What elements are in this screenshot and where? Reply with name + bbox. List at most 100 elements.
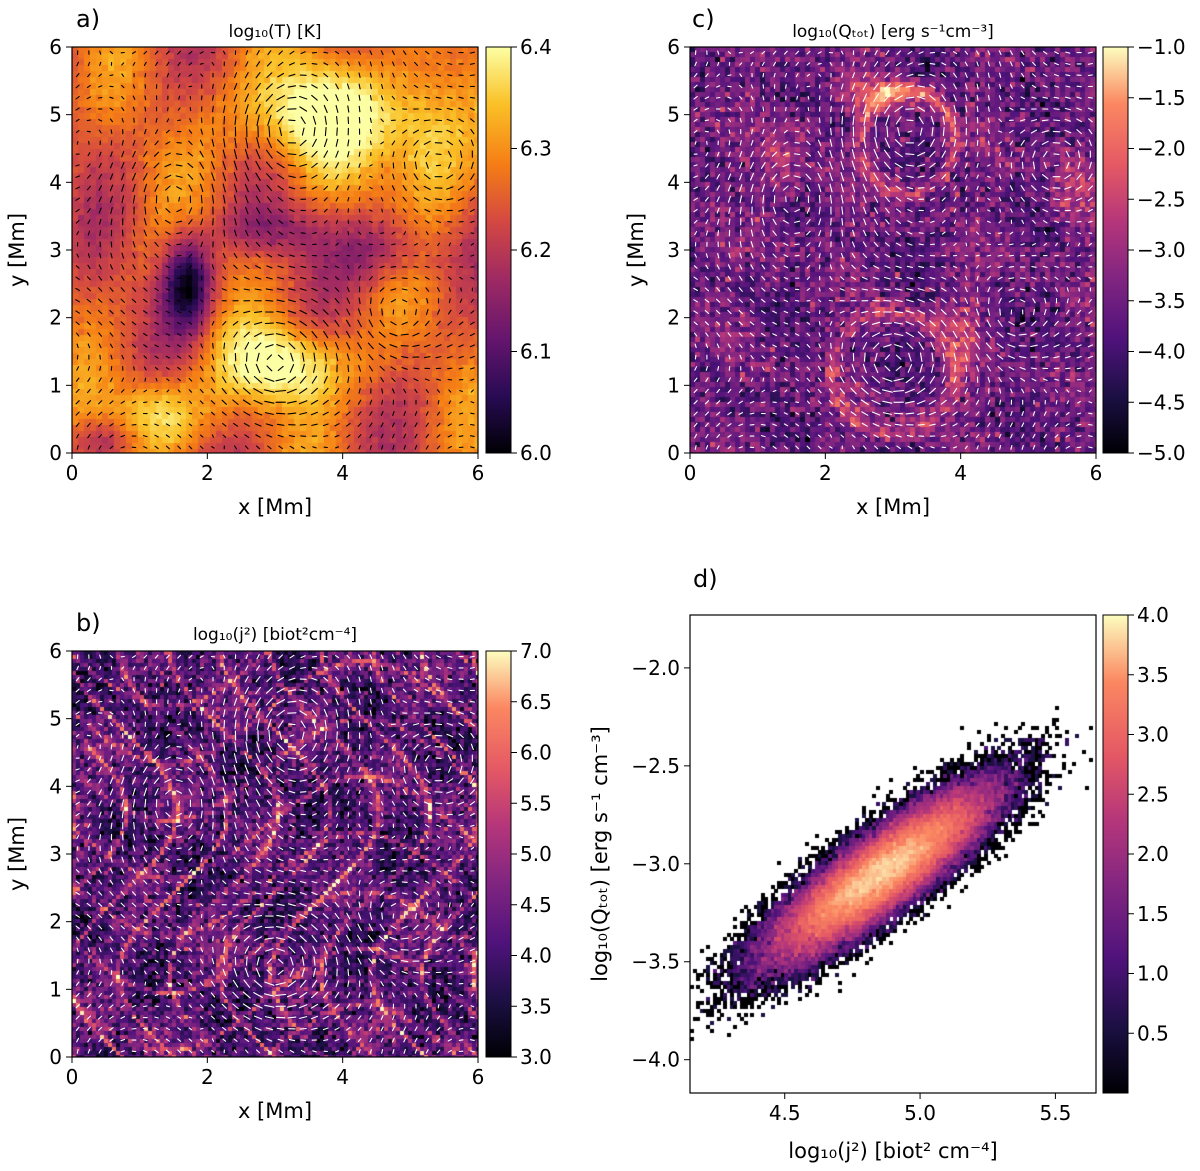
panel-a-arrow <box>263 389 275 393</box>
panel-a-arrow <box>380 377 384 383</box>
panel-a-arrow <box>188 184 193 192</box>
panel-a-arrow <box>176 344 182 348</box>
panel-c-arrow <box>873 184 879 192</box>
panel-b-arrow <box>311 902 318 907</box>
panel-b-arrow <box>381 912 383 920</box>
panel-c-arrow <box>716 275 721 281</box>
panel-b-arrow <box>300 666 307 669</box>
panel-b-arrow <box>380 901 384 908</box>
panel-a-arrow <box>436 434 441 438</box>
panel-c-arrow <box>840 83 844 90</box>
panel-a-arrow <box>165 310 171 314</box>
panel-a-arrow <box>288 175 296 178</box>
panel-c-arrow <box>953 173 957 180</box>
panel-a-arrow <box>370 297 372 305</box>
panel-a-arrow <box>75 276 80 280</box>
panel-b-arrow <box>120 947 125 953</box>
panel-a-arrow <box>414 422 418 428</box>
panel-a-arrow <box>264 377 275 382</box>
panel-c-arrow <box>806 62 811 66</box>
panel-c-arrow <box>1054 265 1059 268</box>
panel-b-arrow <box>221 914 227 918</box>
panel-c-arrow <box>1087 197 1094 202</box>
panel-b-arrow <box>368 869 374 873</box>
panel-b-arrow <box>189 710 192 716</box>
panel-b-arrow <box>390 881 397 884</box>
panel-c-arrow <box>1087 62 1093 65</box>
panel-c-arrow <box>919 363 923 374</box>
panel-a-arrow <box>368 319 374 328</box>
panel-b-arrow <box>357 923 362 932</box>
panel-c-arrow <box>1065 321 1071 326</box>
panel-a-arrow <box>469 367 475 370</box>
panel-b-arrow <box>121 677 125 681</box>
panel-a-arrow <box>98 275 103 281</box>
panel-a-arrow <box>279 127 283 137</box>
panel-c-arrow <box>1033 308 1035 316</box>
panel-a-arrow <box>448 287 451 292</box>
panel-b-arrow <box>133 732 135 739</box>
panel-a-arrow <box>446 198 454 201</box>
panel-b-arrow <box>176 937 182 940</box>
panel-c-arrow <box>976 208 979 213</box>
panel-b-arrow <box>177 970 182 975</box>
panel-c-arrow <box>862 253 868 259</box>
panel-b-arrow <box>381 755 384 761</box>
panel-b-arrow <box>109 766 114 773</box>
panel-c-arrow <box>906 175 914 178</box>
panel-c-arrow <box>941 208 946 213</box>
panel-a-arrow <box>211 194 215 204</box>
panel-c-arrow <box>929 375 936 384</box>
panel-b-arrow <box>75 790 80 794</box>
panel-c-arrow <box>862 195 867 204</box>
panel-a-arrow <box>424 151 430 158</box>
panel-b-arrow <box>277 958 284 964</box>
panel-c-arrow <box>1065 434 1071 438</box>
panel-b-arrow <box>334 1003 340 1009</box>
panel-c-arrow <box>986 365 991 372</box>
panel-b-arrow <box>188 1004 192 1008</box>
panel-c-arrow <box>964 434 969 438</box>
panel-c-arrow <box>693 130 698 134</box>
panel-c-arrow <box>771 162 778 169</box>
panel-c-arrow <box>988 297 990 305</box>
panel-b-arrow <box>391 711 396 715</box>
panel-b-arrow <box>143 970 147 975</box>
panel-b-arrow <box>232 1026 239 1031</box>
panel-a-arrow <box>289 231 295 235</box>
panel-b-arrow <box>222 925 227 930</box>
panel-c-arrow <box>1077 150 1081 158</box>
panel-b-arrow <box>424 755 430 762</box>
panel-a-arrow <box>75 388 80 394</box>
panel-a-arrow <box>245 50 249 56</box>
panel-b-arrow <box>425 993 429 997</box>
panel-b-arrow <box>277 969 284 976</box>
panel-c-arrow <box>1020 96 1025 100</box>
panel-c-arrow <box>817 365 822 371</box>
panel-c-arrow <box>882 412 892 415</box>
panel-c-arrow <box>861 276 868 280</box>
panel-c-arrow <box>953 94 957 102</box>
panel-c-arrow <box>1055 242 1058 247</box>
panel-a-arrow <box>177 61 181 66</box>
panel-d-colorbar <box>1102 614 1129 1094</box>
panel-a-arrow <box>155 129 159 135</box>
panel-b-arrow <box>188 811 193 818</box>
panel-a-arrow <box>133 128 135 135</box>
panel-c-arrow <box>693 321 698 326</box>
panel-c-arrow <box>987 50 991 56</box>
panel-b-arrow <box>447 754 452 762</box>
panel-c-arrow <box>795 423 800 427</box>
panel-b-arrow <box>97 700 103 703</box>
panel-a-arrow <box>425 433 429 439</box>
panel-b-arrow <box>358 879 361 885</box>
panel-a-arrow <box>311 150 318 158</box>
panel-b-arrow <box>109 722 114 727</box>
panel-c-arrow <box>964 387 969 394</box>
panel-a-arrow <box>380 130 385 133</box>
panel-c-arrow <box>1065 231 1070 235</box>
panel-b-arrow <box>323 880 329 884</box>
panel-c-arrow <box>762 194 765 204</box>
panel-c-arrow <box>929 51 936 54</box>
panel-b-arrow <box>287 757 297 760</box>
